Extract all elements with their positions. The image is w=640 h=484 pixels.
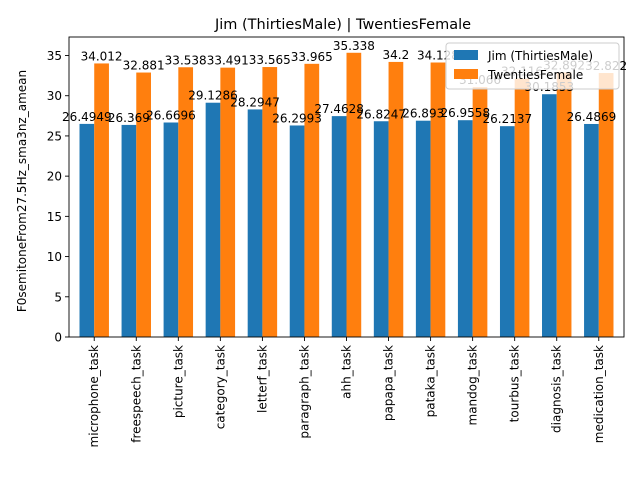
data-label-series-0-tourbus_task: 26.2137 (483, 112, 533, 126)
data-label-series-0-freespeech_task: 26.369 (108, 111, 150, 125)
data-label-series-0-microphone_task: 26.4949 (62, 110, 112, 124)
x-tick-label: ahh_task (340, 345, 354, 399)
bar-series-1-medication_task (598, 73, 614, 338)
bar-series-0-paragraph_task (289, 125, 305, 337)
legend-label-series-1: TwentiesFemale (487, 68, 583, 82)
x-tick-label: microphone_task (87, 345, 101, 447)
y-tick-label: 20 (47, 170, 62, 184)
bar-series-0-letterf_task (247, 109, 263, 338)
bar-series-0-pataka_task (415, 120, 431, 337)
bar-series-0-diagnosis_task (542, 94, 557, 337)
bar-series-1-letterf_task (262, 67, 278, 337)
x-tick-label: paragraph_task (297, 345, 311, 439)
x-tick-label: pataka_task (424, 345, 438, 417)
x-tick-label: freespeech_task (129, 345, 143, 443)
data-label-series-0-letterf_task: 28.2947 (230, 95, 280, 109)
data-label-series-1-letterf_task: 33.565 (249, 53, 291, 67)
data-label-series-1-freespeech_task: 32.881 (123, 59, 165, 73)
bar-series-0-microphone_task (79, 123, 95, 338)
x-tick-label: tourbus_task (508, 345, 522, 422)
bar-series-1-diagnosis_task (556, 72, 572, 337)
data-label-series-1-picture_task: 33.538 (165, 53, 207, 67)
data-label-series-1-papapa_task: 34.2 (383, 48, 410, 62)
x-tick-label: mandog_task (466, 345, 480, 426)
y-tick-label: 25 (47, 129, 62, 143)
bar-series-0-category_task (205, 102, 221, 337)
bar-series-1-pataka_task (430, 62, 446, 337)
bar-series-1-microphone_task (94, 63, 109, 337)
data-label-series-0-mandog_task: 26.9558 (440, 106, 490, 120)
data-label-series-0-picture_task: 26.6696 (146, 109, 196, 123)
legend-swatch-series-0 (454, 50, 478, 60)
bar-series-1-tourbus_task (514, 78, 530, 337)
data-label-series-0-medication_task: 26.4869 (567, 110, 617, 124)
data-label-series-1-category_task: 33.491 (207, 54, 249, 68)
bar-series-1-papapa_task (388, 61, 404, 338)
x-tick-label: picture_task (171, 345, 185, 418)
y-tick-label: 0 (54, 331, 62, 345)
data-label-series-0-ahh_task: 27.4628 (314, 102, 364, 116)
x-tick-label: letterf_task (255, 345, 269, 413)
y-tick-label: 5 (54, 290, 62, 304)
y-tick-label: 10 (47, 250, 62, 264)
data-label-series-1-microphone_task: 34.012 (81, 49, 123, 63)
data-label-series-1-paragraph_task: 33.965 (291, 50, 333, 64)
y-axis-label: F0semitoneFrom27.5Hz_sma3nz_amean (15, 70, 29, 312)
legend-label-series-0: Jim (ThirtiesMale) (487, 49, 593, 63)
data-label-series-1-ahh_task: 35.338 (333, 39, 375, 53)
x-tick-label: medication_task (592, 345, 606, 443)
y-tick-label: 15 (47, 210, 62, 224)
x-tick-label: diagnosis_task (550, 345, 564, 433)
bar-series-1-paragraph_task (304, 63, 320, 337)
bars-layer (79, 52, 614, 338)
axes-layer: 0 5 10 15 20 25 30 35 microphone_task freespeech_… (47, 36, 625, 447)
bar-series-1-picture_task (178, 67, 194, 337)
y-tick-label: 35 (47, 49, 62, 63)
bar-series-0-mandog_task (457, 120, 473, 337)
data-label-series-0-category_task: 29.1286 (188, 89, 238, 103)
legend-box (445, 42, 620, 90)
bar-series-0-freespeech_task (121, 124, 137, 337)
bar-series-1-ahh_task (346, 52, 362, 337)
bar-series-0-papapa_task (373, 121, 389, 337)
bar-series-1-category_task (220, 67, 236, 337)
x-tick-label: category_task (213, 345, 227, 429)
data-label-series-0-paragraph_task: 26.2993 (272, 111, 322, 125)
legend-swatch-series-1 (454, 69, 478, 79)
y-tick-label: 30 (47, 89, 62, 103)
bar-series-1-freespeech_task (136, 72, 151, 337)
data-label-series-0-papapa_task: 26.8247 (356, 107, 406, 121)
bar-series-0-medication_task (584, 123, 599, 337)
bar-series-0-picture_task (163, 122, 179, 337)
data-label-series-0-pataka_task: 26.893 (402, 107, 444, 121)
chart-title: Jim (ThirtiesMale) | TwentiesFemale (214, 17, 471, 33)
legend: Jim (ThirtiesMale) TwentiesFemale (445, 42, 620, 90)
x-tick-label: papapa_task (382, 345, 396, 421)
bar-series-0-tourbus_task (499, 126, 515, 337)
bar-series-0-ahh_task (331, 116, 347, 338)
bar-series-1-mandog_task (472, 87, 488, 337)
